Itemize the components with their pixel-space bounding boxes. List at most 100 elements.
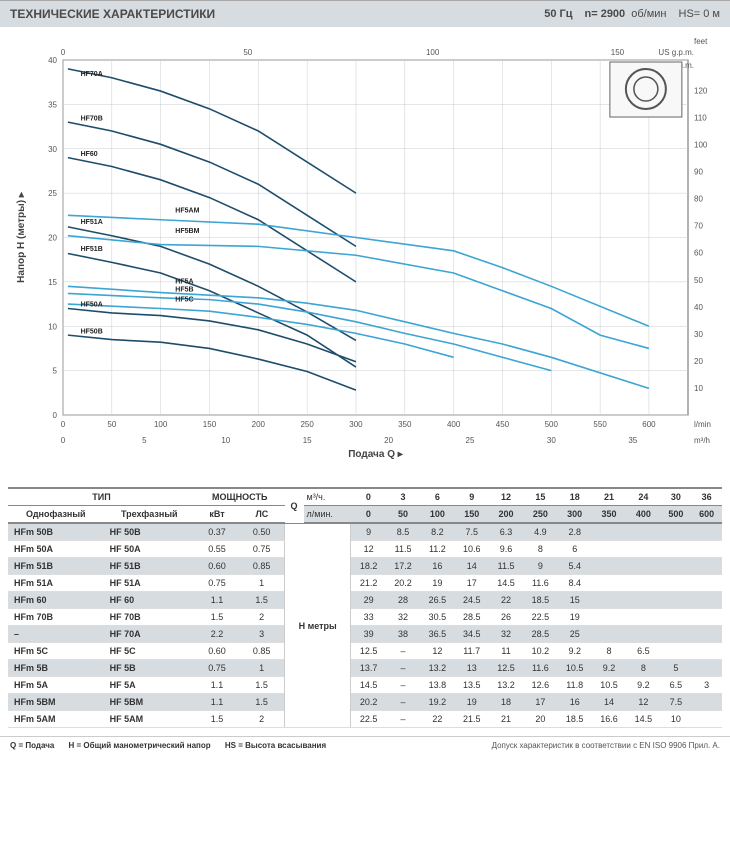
- cell-value: [592, 626, 626, 643]
- cell-kw: 0.75: [195, 575, 239, 592]
- cell-value: 21.5: [455, 711, 489, 728]
- x-tick: 350: [398, 420, 412, 429]
- cell-value: [592, 523, 626, 541]
- curve-HF50B: [68, 335, 356, 390]
- cell-value: 34.5: [455, 626, 489, 643]
- x-tick-top: 0: [61, 48, 66, 57]
- th-m3h: 9: [455, 488, 489, 506]
- th-m3h: 18: [558, 488, 592, 506]
- x-tick: 250: [300, 420, 314, 429]
- cell-value: [661, 541, 692, 558]
- cell-hp: 1.5: [239, 694, 284, 711]
- cell-hp: 1.5: [239, 592, 284, 609]
- cell-value: 6.3: [489, 523, 523, 541]
- x-tick-top: 50: [243, 48, 252, 57]
- cell-value: 17: [455, 575, 489, 592]
- cell-value: 29: [351, 592, 386, 609]
- cell-hp: 1.5: [239, 677, 284, 694]
- curve-label-HF70B: HF70B: [81, 115, 103, 122]
- cell-value: [661, 523, 692, 541]
- page-title: ТЕХНИЧЕСКИЕ ХАРАКТЕРИСТИКИ: [10, 7, 215, 21]
- y-axis-label: Напор H (метры) ▸: [16, 191, 27, 283]
- cell-value: 33: [351, 609, 386, 626]
- table-row: HFm 5CHF 5C0.600.8512.5–1211.71110.29.28…: [8, 643, 722, 660]
- cell-value: –: [386, 694, 420, 711]
- x-tick-m3h: 20: [384, 436, 393, 445]
- cell-value: 28.5: [523, 626, 557, 643]
- cell-value: 9: [351, 523, 386, 541]
- cell-value: 12.6: [523, 677, 557, 694]
- x-tick-top: 150: [611, 48, 625, 57]
- table-row: –HF 70A2.23393836.534.53228.525: [8, 626, 722, 643]
- cell-value: 11: [489, 643, 523, 660]
- cell-value: 11.8: [558, 677, 592, 694]
- cell-value: 26: [489, 609, 523, 626]
- table-row: HFm 51AHF 51A0.75121.220.2191714.511.68.…: [8, 575, 722, 592]
- th-type: ТИП: [8, 488, 195, 506]
- cell-value: [626, 575, 660, 592]
- cell-value: 22: [489, 592, 523, 609]
- curve-label-HF5A: HF5A: [175, 279, 193, 286]
- cell-hp: 0.75: [239, 541, 284, 558]
- spec-header: ТЕХНИЧЕСКИЕ ХАРАКТЕРИСТИКИ 50 Гц n= 2900…: [0, 0, 730, 27]
- th-m3h: 0: [351, 488, 386, 506]
- hs-def: HS = Высота всасывания: [225, 741, 326, 750]
- cell-value: 13.2: [420, 660, 454, 677]
- cell-value: [661, 558, 692, 575]
- cell-value: [626, 609, 660, 626]
- curve-label-HF50B: HF50B: [81, 328, 103, 335]
- cell-value: 32: [489, 626, 523, 643]
- cell-value: 8: [626, 660, 660, 677]
- cell-value: 7.5: [455, 523, 489, 541]
- x-tick: 150: [203, 420, 217, 429]
- cell-value: 11.5: [489, 558, 523, 575]
- cell-three: HF 5C: [104, 643, 195, 660]
- cell-value: 14: [592, 694, 626, 711]
- cell-value: 12: [626, 694, 660, 711]
- cell-value: [661, 575, 692, 592]
- th-lmin: 300: [558, 506, 592, 524]
- cell-value: 19.2: [420, 694, 454, 711]
- cell-value: –: [386, 660, 420, 677]
- cell-value: 36.5: [420, 626, 454, 643]
- x-tick: 300: [349, 420, 363, 429]
- cell-value: [691, 609, 722, 626]
- x-tick: 400: [447, 420, 461, 429]
- cell-value: 32: [386, 609, 420, 626]
- th-three: Трехфазный: [104, 506, 195, 524]
- cell-value: 6.5: [661, 677, 692, 694]
- x-tick: 550: [593, 420, 607, 429]
- cell-single: HFm 60: [8, 592, 104, 609]
- table-row: HFm 70BHF 70B1.52333230.528.52622.519: [8, 609, 722, 626]
- curve-label-HF51A: HF51A: [81, 219, 103, 226]
- spec-table-wrap: ТИПМОЩНОСТЬQм³/ч.036912151821243036Одноф…: [0, 487, 730, 736]
- y-tick: 40: [48, 56, 57, 65]
- cell-value: 26.5: [420, 592, 454, 609]
- y-tick-feet: 80: [694, 195, 703, 204]
- cell-kw: 0.60: [195, 643, 239, 660]
- cell-hp: 3: [239, 626, 284, 643]
- x-tick: 600: [642, 420, 656, 429]
- table-row: HFm 5AHF 5A1.11.514.5–13.813.513.212.611…: [8, 677, 722, 694]
- cell-value: 4.9: [523, 523, 557, 541]
- x-tick-m3h: 10: [221, 436, 230, 445]
- cell-value: [592, 609, 626, 626]
- y-tick: 0: [53, 411, 58, 420]
- cell-three: HF 50A: [104, 541, 195, 558]
- cell-three: HF 5BM: [104, 694, 195, 711]
- cell-value: 12: [420, 643, 454, 660]
- cell-three: HF 51B: [104, 558, 195, 575]
- cell-value: 9.6: [489, 541, 523, 558]
- cell-three: HF 70B: [104, 609, 195, 626]
- cell-value: 11.6: [523, 660, 557, 677]
- cell-value: 17.2: [386, 558, 420, 575]
- cell-value: 16: [420, 558, 454, 575]
- cell-value: 19: [455, 694, 489, 711]
- cell-value: 2.8: [558, 523, 592, 541]
- cell-kw: 0.55: [195, 541, 239, 558]
- cell-value: [691, 626, 722, 643]
- cell-value: [626, 523, 660, 541]
- cell-value: 11.7: [455, 643, 489, 660]
- y-tick: 35: [48, 100, 57, 109]
- cell-three: HF 5A: [104, 677, 195, 694]
